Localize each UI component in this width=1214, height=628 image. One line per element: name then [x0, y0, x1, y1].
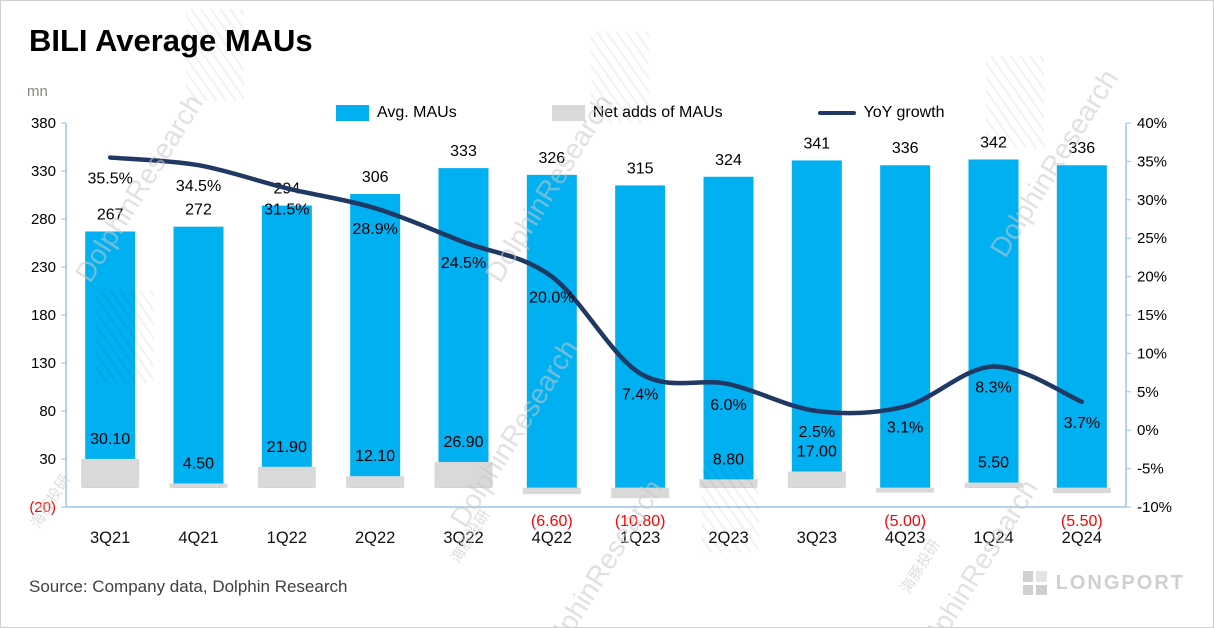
- axis-frame: [65, 123, 1127, 508]
- right-axis-ticks: 40% 35% 30% 25% 20% 15% 10% 5% 0% -5% -10%: [1126, 115, 1172, 516]
- longport-logo-icon: [1022, 571, 1047, 595]
- chart-legend: Avg. MAUs Net adds of MAUs YoY growth: [336, 104, 945, 122]
- svg-text:20%: 20%: [1137, 269, 1167, 286]
- svg-text:80: 80: [39, 403, 56, 420]
- svg-text:3Q23: 3Q23: [797, 529, 837, 547]
- left-axis-ticks: 380 330 280 230 180 130 80 30 (20): [29, 115, 66, 516]
- legend-swatch-net-adds: [551, 105, 585, 121]
- svg-text:4Q22: 4Q22: [532, 529, 572, 547]
- svg-text:180: 180: [31, 307, 56, 324]
- svg-text:306: 306: [362, 169, 389, 186]
- svg-text:4Q23: 4Q23: [885, 529, 925, 547]
- svg-text:7.4%: 7.4%: [622, 386, 658, 403]
- yoy-growth-line: [107, 155, 1085, 416]
- svg-text:25%: 25%: [1137, 230, 1167, 247]
- svg-text:34.5%: 34.5%: [176, 178, 221, 195]
- svg-text:12.10: 12.10: [355, 448, 395, 465]
- legend-item-avg-maus: Avg. MAUs: [336, 104, 457, 122]
- svg-text:333: 333: [450, 143, 477, 160]
- longport-logo-text: LONGPORT: [1055, 571, 1185, 594]
- svg-text:324: 324: [715, 152, 742, 169]
- legend-label-net-adds: Net adds of MAUs: [592, 104, 723, 121]
- svg-text:230: 230: [31, 259, 56, 276]
- svg-text:3Q22: 3Q22: [443, 529, 483, 547]
- svg-text:2Q24: 2Q24: [1062, 529, 1102, 547]
- svg-text:17.00: 17.00: [797, 443, 837, 460]
- legend-swatch-avg-maus: [336, 105, 369, 121]
- svg-text:(6.60): (6.60): [531, 513, 573, 530]
- legend-label-yoy-growth: YoY growth: [863, 104, 945, 121]
- bars-avg-maus: [85, 159, 1107, 488]
- svg-text:1Q22: 1Q22: [267, 529, 307, 547]
- svg-text:336: 336: [1068, 140, 1095, 157]
- svg-text:31.5%: 31.5%: [264, 201, 309, 218]
- svg-text:330: 330: [31, 163, 56, 180]
- svg-text:267: 267: [97, 206, 124, 223]
- legend-label-avg-maus: Avg. MAUs: [377, 104, 457, 121]
- svg-text:4.50: 4.50: [183, 455, 214, 472]
- svg-text:30: 30: [39, 451, 56, 468]
- legend-item-net-adds: Net adds of MAUs: [551, 104, 723, 122]
- svg-text:4Q21: 4Q21: [178, 529, 218, 547]
- svg-text:21.90: 21.90: [267, 439, 307, 456]
- svg-text:130: 130: [31, 355, 56, 372]
- svg-text:(5.00): (5.00): [884, 513, 926, 530]
- legend-item-yoy-growth: YoY growth: [817, 104, 945, 122]
- svg-text:380: 380: [31, 115, 56, 132]
- svg-text:315: 315: [627, 160, 654, 177]
- svg-text:26.90: 26.90: [443, 434, 483, 451]
- svg-text:5%: 5%: [1137, 384, 1159, 401]
- source-note: Source: Company data, Dolphin Research: [29, 577, 348, 596]
- svg-text:28.9%: 28.9%: [352, 221, 397, 238]
- svg-text:272: 272: [185, 202, 212, 219]
- svg-text:(10.80): (10.80): [615, 513, 666, 530]
- svg-text:3.1%: 3.1%: [887, 419, 923, 436]
- svg-text:(5.50): (5.50): [1061, 513, 1103, 530]
- svg-text:2Q22: 2Q22: [355, 529, 395, 547]
- svg-text:8.3%: 8.3%: [975, 379, 1011, 396]
- longport-logo: LONGPORT: [1022, 571, 1185, 595]
- svg-text:0%: 0%: [1137, 422, 1159, 439]
- bars-net-adds: [81, 458, 1111, 499]
- svg-text:8.80: 8.80: [713, 451, 744, 468]
- svg-text:326: 326: [538, 150, 565, 167]
- svg-text:5.50: 5.50: [978, 455, 1009, 472]
- svg-text:2.5%: 2.5%: [799, 424, 835, 441]
- svg-text:10%: 10%: [1137, 345, 1167, 362]
- svg-text:3Q21: 3Q21: [90, 529, 130, 547]
- svg-text:30%: 30%: [1137, 192, 1167, 209]
- labels-net-adds: 30.10 4.50 21.90 12.10 26.90 (6.60) (10.80) 8.8…: [90, 431, 1103, 530]
- svg-text:15%: 15%: [1137, 307, 1167, 324]
- svg-text:336: 336: [892, 140, 919, 157]
- left-axis-unit-label: mn: [27, 83, 48, 100]
- svg-text:-5%: -5%: [1137, 461, 1164, 478]
- svg-text:2Q23: 2Q23: [708, 529, 748, 547]
- svg-text:(20): (20): [29, 499, 56, 516]
- svg-text:342: 342: [980, 134, 1007, 151]
- svg-text:280: 280: [31, 211, 56, 228]
- svg-text:20.0%: 20.0%: [529, 290, 574, 307]
- svg-text:3.7%: 3.7%: [1064, 415, 1100, 432]
- svg-text:40%: 40%: [1137, 115, 1167, 132]
- svg-text:-10%: -10%: [1137, 499, 1172, 516]
- svg-text:30.10: 30.10: [90, 431, 130, 448]
- category-labels: 3Q21 4Q21 1Q22 2Q22 3Q22 4Q22 1Q23 2Q23 3Q23 4Q23…: [90, 529, 1102, 547]
- labels-yoy-growth: 35.5% 34.5% 31.5% 28.9% 24.5% 20.0% 7.4% 6.0% 2.…: [87, 171, 1100, 441]
- svg-text:35%: 35%: [1137, 153, 1167, 170]
- legend-swatch-yoy-growth: [817, 111, 856, 115]
- svg-text:6.0%: 6.0%: [710, 397, 746, 414]
- svg-text:341: 341: [803, 135, 830, 152]
- svg-text:1Q24: 1Q24: [973, 529, 1013, 547]
- svg-text:1Q23: 1Q23: [620, 529, 660, 547]
- page-title: BILI Average MAUs: [29, 23, 313, 58]
- svg-text:24.5%: 24.5%: [441, 255, 486, 272]
- svg-text:35.5%: 35.5%: [87, 171, 132, 188]
